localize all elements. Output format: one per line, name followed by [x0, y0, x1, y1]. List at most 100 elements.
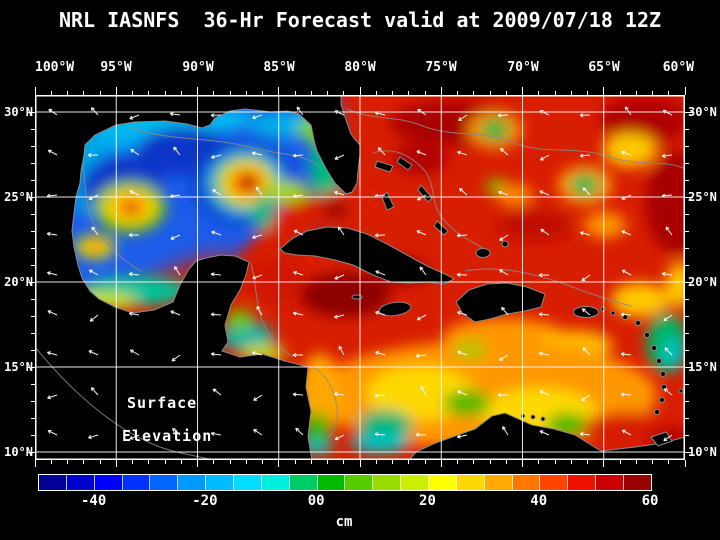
- axis-tick: [685, 349, 689, 351]
- axis-tick: [31, 383, 35, 385]
- axis-tick: [327, 460, 328, 464]
- lat-tick-label: 15°N: [4, 360, 33, 374]
- colorbar-cell: [540, 475, 569, 490]
- axis-tick: [327, 91, 328, 95]
- wind-arrow: [456, 272, 468, 277]
- axis-tick: [522, 87, 523, 95]
- wind-arrow: [210, 154, 222, 159]
- wind-arrow: [296, 106, 304, 116]
- axis-tick: [31, 349, 35, 351]
- axis-tick: [685, 111, 693, 113]
- colorbar-cell: [373, 475, 402, 490]
- wind-arrow: [293, 229, 304, 236]
- wind-arrow: [621, 194, 632, 200]
- lon-tick-label: 70°W: [507, 60, 539, 75]
- axis-tick: [31, 434, 35, 436]
- axis-tick: [262, 91, 263, 95]
- wind-arrow: [170, 234, 181, 240]
- wind-arrow: [87, 153, 99, 158]
- axis-tick: [684, 460, 686, 467]
- axis-tick: [652, 460, 653, 464]
- wind-arrow: [170, 310, 181, 316]
- wind-arrow: [374, 393, 386, 398]
- wind-arrow: [174, 266, 181, 276]
- wind-arrow: [538, 272, 550, 278]
- colorbar-tick-label: 40: [530, 493, 548, 509]
- axis-tick: [310, 91, 312, 95]
- wind-arrow: [88, 269, 99, 276]
- colorbar-cell: [289, 475, 318, 490]
- axis-tick: [685, 145, 689, 147]
- wind-arrow: [620, 392, 632, 397]
- axis-tick: [375, 460, 377, 464]
- axis-tick: [619, 91, 621, 95]
- axis-tick: [685, 179, 689, 181]
- wind-arrow: [579, 432, 591, 437]
- wind-arrow: [374, 193, 386, 198]
- axis-tick: [197, 460, 198, 467]
- wind-arrow: [292, 153, 304, 158]
- lat-tick-label: 10°N: [4, 445, 33, 459]
- axis-tick: [603, 460, 605, 467]
- axis-tick: [619, 460, 621, 464]
- wind-arrow: [663, 314, 673, 322]
- axis-tick: [343, 91, 345, 95]
- colorbar-cell: [39, 475, 67, 490]
- axis-tick: [229, 91, 231, 95]
- wind-arrow: [252, 234, 263, 239]
- axis-tick: [685, 451, 693, 453]
- wind-arrow: [539, 430, 550, 436]
- colorbar-cell: [596, 475, 625, 490]
- wind-arrow: [416, 150, 427, 156]
- lat-tick-label: 15°N: [688, 360, 717, 374]
- axis-tick: [31, 264, 35, 266]
- axis-tick: [587, 460, 588, 464]
- axis-tick: [457, 460, 458, 464]
- colorbar-cell: [568, 475, 597, 490]
- wind-arrow: [661, 271, 673, 277]
- wind-arrow: [499, 234, 509, 241]
- wind-arrow: [252, 274, 263, 280]
- wind-arrow: [662, 109, 673, 116]
- wind-arrow: [46, 193, 58, 198]
- wind-arrow: [129, 434, 140, 440]
- axis-tick: [164, 460, 166, 464]
- axis-tick: [473, 460, 475, 464]
- colorbar-cell: [512, 475, 541, 490]
- wind-arrow: [499, 354, 509, 361]
- wind-arrow: [211, 230, 222, 236]
- wind-arrow: [47, 310, 58, 316]
- wind-arrow: [375, 350, 386, 356]
- axis-tick: [67, 460, 68, 464]
- wind-arrow: [416, 230, 427, 236]
- wind-arrow: [581, 274, 591, 282]
- axis-tick: [685, 434, 689, 436]
- wind-arrow: [47, 149, 58, 156]
- colorbar-cell: [94, 475, 123, 490]
- wind-arrow: [416, 194, 427, 201]
- axis-tick: [668, 91, 670, 95]
- axis-tick: [115, 87, 117, 95]
- axis-tick: [685, 213, 689, 215]
- wind-arrow: [620, 352, 632, 357]
- axis-tick: [685, 128, 689, 130]
- axis-tick: [245, 460, 247, 464]
- axis-tick: [408, 460, 410, 464]
- wind-arrow: [251, 151, 263, 156]
- axis-tick: [99, 91, 101, 95]
- axis-tick: [505, 91, 507, 95]
- axis-tick: [31, 179, 35, 181]
- axis-tick: [245, 91, 247, 95]
- wind-arrow: [212, 189, 222, 196]
- wind-arrow: [88, 350, 99, 356]
- axis-tick: [538, 460, 540, 464]
- axis-tick: [27, 196, 35, 198]
- wind-arrow: [621, 230, 632, 236]
- colorbar-tick-label: 60: [641, 493, 659, 509]
- wind-arrow: [579, 153, 591, 158]
- axis-tick: [180, 460, 182, 464]
- wind-arrow: [499, 269, 509, 276]
- axis-tick: [685, 162, 689, 164]
- wind-arrow: [212, 388, 222, 396]
- colorbar-cell: [484, 475, 513, 490]
